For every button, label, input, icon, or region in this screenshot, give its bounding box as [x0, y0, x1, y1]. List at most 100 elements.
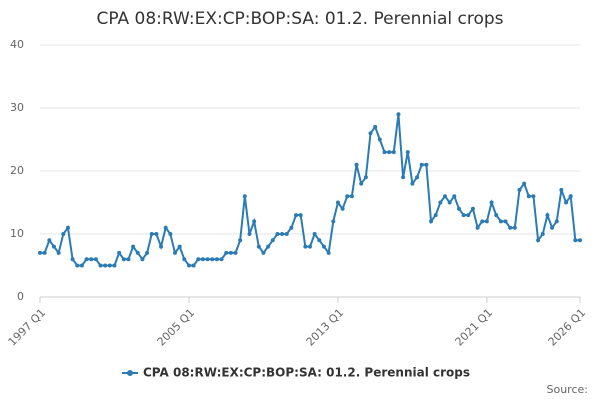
point — [289, 225, 294, 230]
point — [38, 250, 42, 255]
y-tick-label: 30 — [10, 101, 24, 114]
x-tick-label: 1997 Q1 — [6, 306, 49, 349]
point — [145, 250, 150, 255]
point — [266, 244, 271, 249]
point — [517, 187, 522, 192]
point — [200, 257, 205, 262]
point — [456, 206, 461, 211]
point — [452, 194, 457, 199]
point — [186, 263, 191, 268]
point — [335, 200, 340, 205]
point — [405, 150, 410, 155]
point — [443, 194, 447, 199]
point — [326, 250, 331, 255]
point — [275, 232, 280, 236]
point — [498, 219, 503, 224]
point — [126, 257, 131, 262]
point — [168, 232, 173, 236]
legend-marker — [127, 370, 133, 376]
point — [256, 244, 261, 249]
point — [117, 250, 122, 255]
x-tick-label: 2026 Q1 — [546, 306, 589, 349]
point — [163, 225, 168, 230]
point — [131, 244, 136, 249]
point — [564, 200, 569, 205]
x-tick-label: 2005 Q1 — [155, 306, 198, 349]
point — [377, 137, 382, 142]
point — [484, 219, 489, 224]
point — [536, 238, 541, 243]
point — [75, 263, 80, 268]
y-tick-label: 0 — [17, 290, 24, 303]
point — [196, 257, 201, 262]
point — [89, 257, 94, 262]
point — [550, 225, 555, 230]
point — [354, 162, 359, 167]
point — [93, 257, 98, 262]
point — [233, 250, 238, 255]
point — [433, 213, 438, 218]
point — [308, 244, 312, 249]
point — [503, 219, 508, 224]
point — [214, 257, 219, 262]
point — [349, 194, 354, 199]
point — [321, 244, 326, 249]
point — [494, 213, 499, 218]
point — [363, 175, 368, 180]
point — [461, 213, 466, 218]
point — [210, 257, 215, 262]
point — [312, 232, 317, 236]
point — [545, 213, 550, 218]
point — [508, 225, 513, 230]
point — [419, 162, 424, 167]
legend-label: CPA 08:RW:EX:CP:BOP:SA: 01.2. Perennial … — [143, 366, 470, 380]
point — [280, 232, 285, 236]
point — [205, 257, 210, 262]
chart-title: CPA 08:RW:EX:CP:BOP:SA: 01.2. Perennial … — [96, 9, 503, 29]
point — [224, 250, 229, 255]
point — [135, 250, 140, 255]
point — [438, 200, 443, 205]
point — [470, 206, 475, 211]
point — [228, 250, 233, 255]
x-tick-label: 2013 Q1 — [304, 306, 347, 349]
point — [61, 232, 66, 236]
point — [331, 219, 336, 224]
point — [340, 206, 345, 211]
point — [42, 250, 47, 255]
point — [173, 250, 177, 255]
point — [191, 263, 196, 268]
point — [475, 225, 480, 230]
point — [140, 257, 145, 262]
point — [51, 244, 56, 249]
point — [121, 257, 126, 262]
point — [103, 263, 108, 268]
point — [98, 263, 103, 268]
point — [578, 238, 582, 243]
point — [424, 162, 429, 167]
point — [489, 200, 494, 205]
point — [70, 257, 75, 262]
y-tick-label: 20 — [10, 164, 24, 177]
point — [303, 244, 308, 249]
point — [429, 219, 434, 224]
point — [401, 175, 406, 180]
point — [396, 112, 401, 117]
point — [107, 263, 112, 268]
point — [47, 238, 52, 243]
point — [177, 244, 182, 249]
point — [56, 250, 61, 255]
point — [219, 257, 224, 262]
point — [573, 238, 578, 243]
point — [368, 131, 373, 136]
point — [415, 175, 420, 180]
point — [554, 219, 559, 224]
point — [540, 232, 545, 236]
point — [387, 150, 392, 155]
point — [359, 181, 364, 186]
point — [261, 250, 266, 255]
source: Source: — [547, 383, 589, 396]
point — [182, 257, 187, 262]
point — [447, 200, 452, 205]
